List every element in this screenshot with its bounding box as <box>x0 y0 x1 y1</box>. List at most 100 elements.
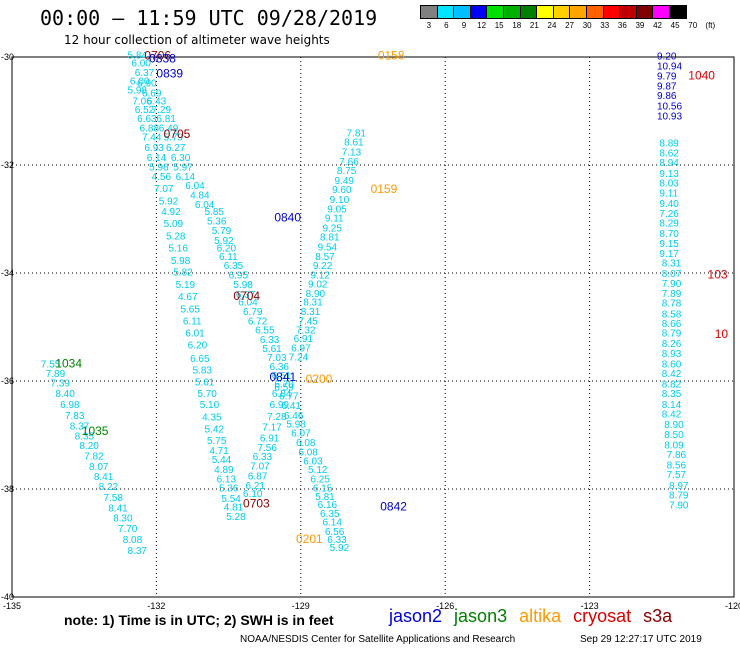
swh-value: 5.42 <box>205 424 225 435</box>
swh-value: 5.70 <box>197 389 217 400</box>
swh-value: 6.84 <box>272 389 292 400</box>
swh-value: 10.93 <box>657 112 682 123</box>
time-label: 0841 <box>270 370 297 384</box>
swh-value: 9.22 <box>313 261 333 272</box>
swh-value: 6.21 <box>245 481 265 492</box>
swh-value: 6.14 <box>147 153 167 164</box>
x-tick-label: -132 <box>147 601 165 611</box>
time-label: 103 <box>708 267 728 281</box>
swh-value: 5.98 <box>233 280 253 291</box>
swh-value: 7.89 <box>46 369 66 380</box>
swh-value: 9.49 <box>334 176 354 187</box>
swh-value: 7.57 <box>667 470 687 481</box>
swh-value: 5.97 <box>173 162 193 173</box>
swh-value: 6.98 <box>60 400 80 411</box>
chart-title: 00:00 – 11:59 UTC 09/28/2019 <box>40 6 378 30</box>
swh-value: 9.11 <box>325 214 344 225</box>
swh-value: 9.11 <box>659 188 678 199</box>
swh-value: 6.46 <box>284 411 304 422</box>
swh-value: 6.13 <box>217 475 237 486</box>
color-scale-labels: 3 6 9 12 15 18 21 24 27 30 33 36 39 42 45 70 (ft) <box>420 21 719 30</box>
chart-subtitle: 12 hour collection of altimeter wave hei… <box>64 33 330 47</box>
swh-value: 8.78 <box>662 298 682 309</box>
swh-value: 5.19 <box>176 280 196 291</box>
swh-value: 6.15 <box>313 484 333 495</box>
swh-value: 6.97 <box>291 343 311 354</box>
swh-value: 9.54 <box>318 242 338 253</box>
swh-value: 5.44 <box>212 455 232 466</box>
swh-value: 6.91 <box>260 433 280 444</box>
time-label: 1040 <box>688 69 715 83</box>
swh-value: 8.58 <box>662 309 682 320</box>
color-scale-label: 3 <box>426 21 432 30</box>
swh-value: 5.28 <box>226 512 246 523</box>
swh-value: 8.62 <box>659 148 679 159</box>
swh-value: 6.11 <box>219 252 238 263</box>
time-label: 1035 <box>82 424 109 438</box>
swh-value: 9.10 <box>330 195 350 206</box>
swh-value: 4.92 <box>161 207 181 218</box>
swh-value: 9.02 <box>308 280 328 291</box>
swh-value: 7.45 <box>298 316 318 327</box>
swh-value: 8.31 <box>301 307 321 318</box>
plot-frame <box>11 56 735 598</box>
swh-value: 10.56 <box>657 101 682 112</box>
swh-value: 7.07 <box>154 184 174 195</box>
color-scale-label: 33 <box>600 21 610 30</box>
swh-value: 6.20 <box>217 243 237 254</box>
swh-value: 6.33 <box>327 535 347 546</box>
swh-value: 7.86 <box>667 450 687 461</box>
swh-value: 9.13 <box>659 169 679 180</box>
swh-value: 7.28 <box>267 412 287 423</box>
swh-value: 7.17 <box>262 423 282 434</box>
legend-item-jason3: jason3 <box>454 606 508 626</box>
swh-value: 6.36 <box>270 362 290 373</box>
swh-value: 6.00 <box>130 77 150 88</box>
swh-value: 8.35 <box>75 431 95 442</box>
swh-value: 6.08 <box>298 448 318 459</box>
swh-value: 6.59 <box>274 383 294 394</box>
swh-value: 5.12 <box>308 465 328 476</box>
swh-value: 6.33 <box>253 452 273 463</box>
swh-value: 8.42 <box>662 369 682 380</box>
swh-value: 9.79 <box>657 72 677 83</box>
swh-value: 8.37 <box>70 422 90 433</box>
swh-value: 8.09 <box>664 441 684 452</box>
footnote: note: 1) Time is in UTC; 2) SWH is in fe… <box>64 612 334 628</box>
swh-value: 8.35 <box>662 389 682 400</box>
color-scale-label: 21 <box>529 21 539 30</box>
swh-value: 9.20 <box>657 52 677 63</box>
swh-value: 7.56 <box>257 443 277 454</box>
swh-value: 7.82 <box>84 451 104 462</box>
swh-value: 4.81 <box>224 503 244 514</box>
swh-value: 5.92 <box>214 236 234 247</box>
swh-value: 8.41 <box>94 472 114 483</box>
swh-value: 7.29 <box>152 105 172 116</box>
swh-value: 8.97 <box>669 481 689 492</box>
color-scale-label: 24 <box>547 21 557 30</box>
swh-value: 8.56 <box>667 460 687 471</box>
swh-value: 7.55 <box>41 360 61 371</box>
swh-value: 6.35 <box>320 509 340 520</box>
swh-value: 4.56 <box>152 172 172 183</box>
swh-value: 10.94 <box>657 61 682 72</box>
swh-value: 6.14 <box>322 518 342 529</box>
swh-value: 7.06 <box>132 97 152 108</box>
swh-value: 5.61 <box>195 377 215 388</box>
swh-value: 5.36 <box>219 484 239 495</box>
swh-value: 8.66 <box>662 319 682 330</box>
time-label: 0200 <box>306 372 333 386</box>
swh-value: 6.14 <box>176 172 196 183</box>
color-scale-swatches <box>420 5 719 19</box>
swh-value: 6.93 <box>144 143 164 154</box>
swh-value: 8.90 <box>664 420 684 431</box>
swh-value: 8.94 <box>659 158 679 169</box>
swh-value: 6.27 <box>166 143 186 154</box>
y-tick-label: -38 <box>1 484 14 494</box>
swh-value: 8.75 <box>337 166 357 177</box>
swh-value: 6.88 <box>140 124 160 135</box>
swh-value: 6.87 <box>248 471 268 482</box>
swh-value: 6.65 <box>190 354 210 365</box>
